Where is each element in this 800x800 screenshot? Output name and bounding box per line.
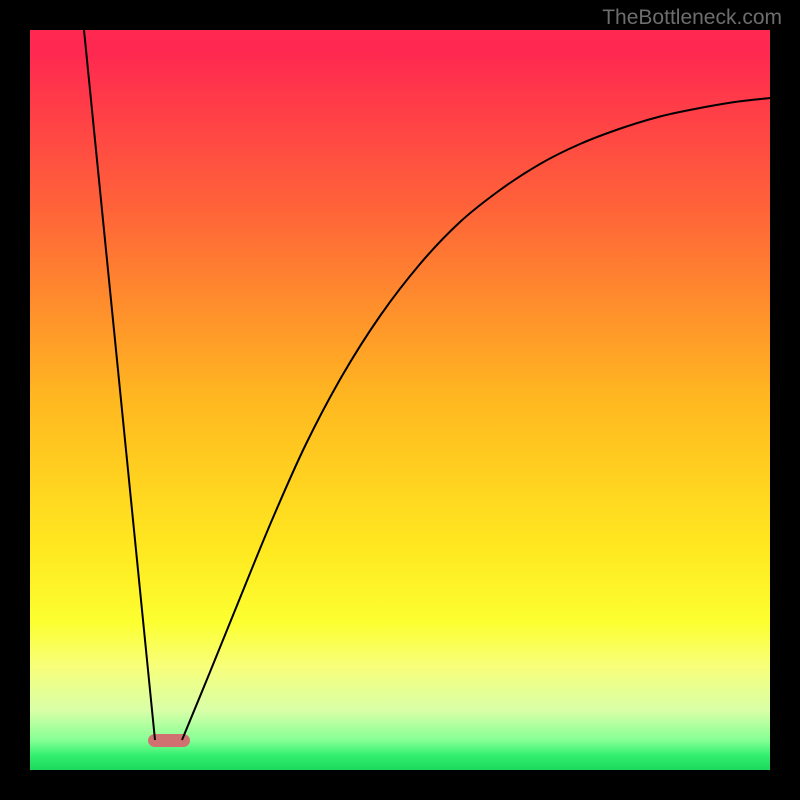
chart-frame: TheBottleneck.com (0, 0, 800, 800)
watermark-text: TheBottleneck.com (602, 6, 782, 30)
chart-svg (0, 0, 800, 800)
plot-background (30, 30, 770, 770)
